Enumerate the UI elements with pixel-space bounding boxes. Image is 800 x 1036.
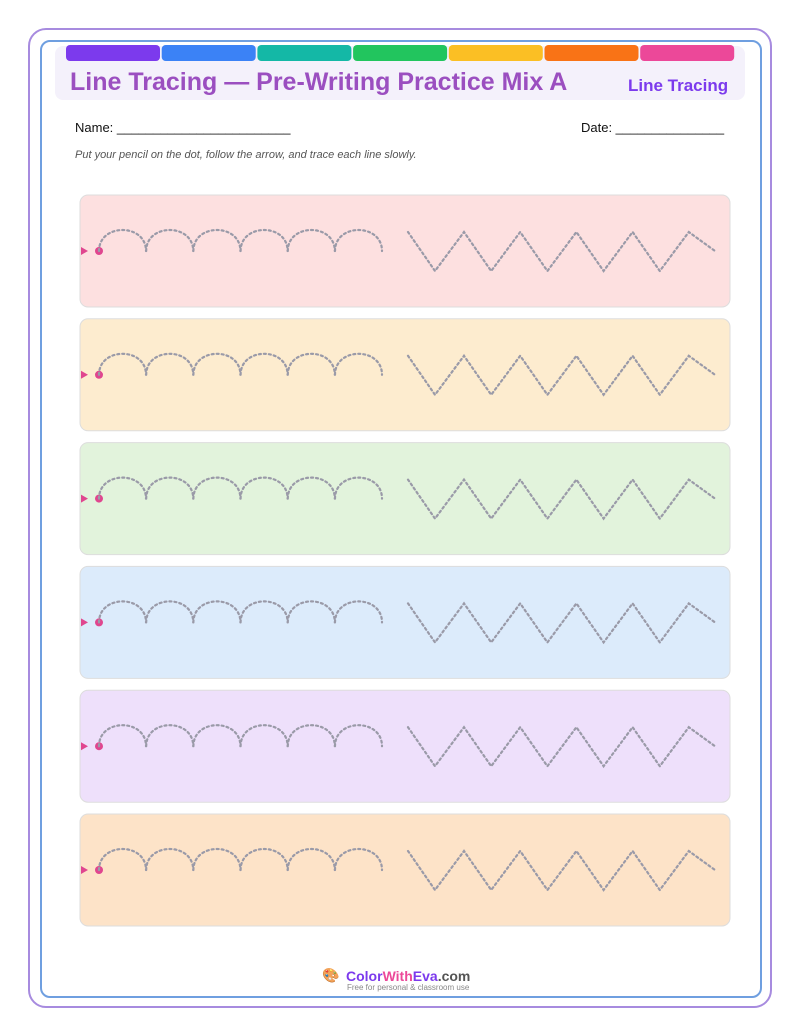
- zigzag-trace: [406, 601, 717, 645]
- color-stripe: [66, 45, 160, 61]
- trace-row: [79, 318, 731, 432]
- brand-part: With: [382, 968, 413, 984]
- brand: ColorWithEva.com: [346, 968, 470, 984]
- arch-trace: [97, 600, 384, 624]
- trace-row: [79, 565, 731, 679]
- name-field: Name: ________________________: [75, 120, 291, 135]
- arch-trace: [97, 229, 384, 253]
- start-arrow: [81, 742, 88, 751]
- arch-trace: [97, 352, 384, 376]
- tagline: Free for personal & classroom use: [347, 983, 470, 992]
- badge: Line Tracing: [628, 76, 729, 95]
- trace-row: [79, 194, 731, 308]
- trace-row: [79, 689, 731, 803]
- logo-icon: 🎨: [322, 967, 340, 983]
- outer-border: [28, 28, 772, 1008]
- brand-part: .com: [437, 968, 471, 984]
- start-arrow: [81, 618, 88, 627]
- trace-row: [79, 813, 731, 927]
- color-stripe: [544, 45, 639, 61]
- start-arrow: [81, 247, 88, 255]
- title: Line Tracing — Pre-Writing Practice Mix …: [70, 68, 568, 96]
- start-arrow: [81, 494, 88, 503]
- zigzag-trace: [406, 725, 717, 769]
- arch-trace: [97, 724, 384, 748]
- zigzag-trace: [406, 230, 717, 273]
- trace-row: [79, 442, 731, 556]
- color-stripe: [640, 45, 735, 61]
- zigzag-trace: [406, 849, 717, 892]
- arch-trace: [97, 848, 384, 872]
- color-stripe: [257, 45, 352, 61]
- color-stripe: [353, 45, 448, 61]
- instructions: Put your pencil on the dot, follow the a…: [75, 149, 417, 161]
- color-stripe: [161, 45, 256, 61]
- zigzag-trace: [406, 353, 717, 397]
- start-arrow: [81, 370, 88, 379]
- arch-trace: [97, 476, 384, 500]
- color-stripe: [448, 45, 543, 61]
- zigzag-trace: [406, 477, 717, 521]
- inner-border: [40, 40, 762, 998]
- brand-part: Eva: [412, 968, 438, 984]
- date-field: Date: _______________: [581, 120, 725, 135]
- brand-part: Color: [346, 968, 383, 984]
- start-arrow: [81, 866, 88, 874]
